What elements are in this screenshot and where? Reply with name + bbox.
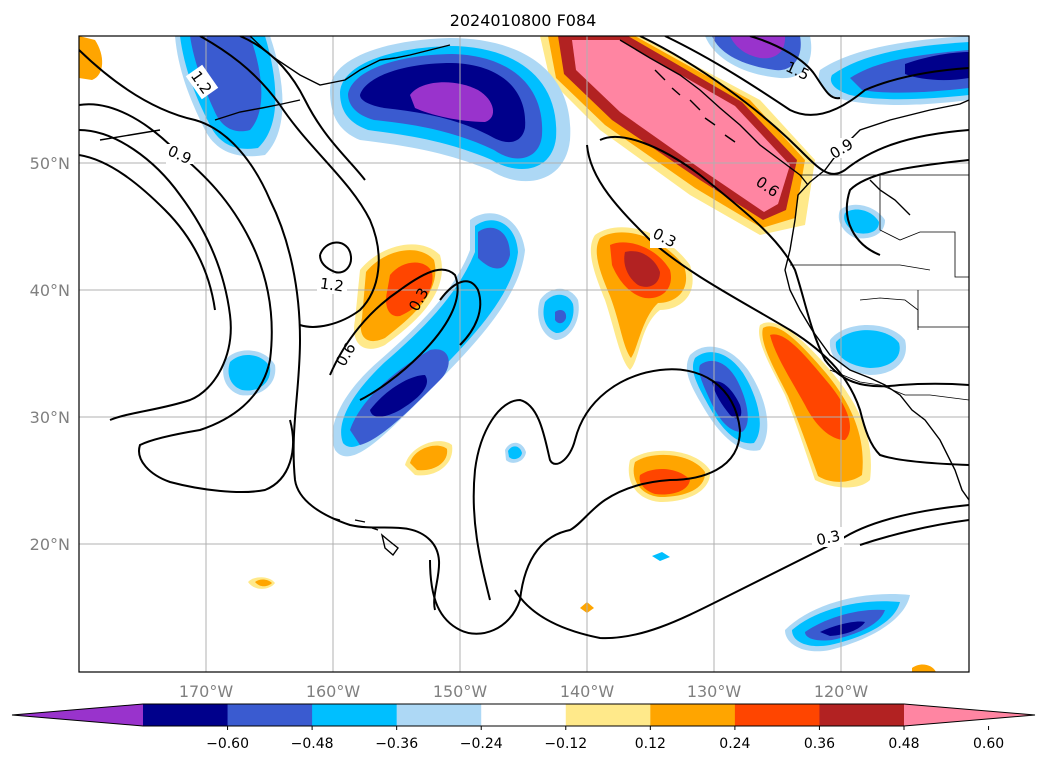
positive-anomaly-east-central: [590, 227, 693, 370]
positive-anomaly-subtropics: [405, 441, 453, 476]
negative-anomaly-north-pacific: [330, 38, 571, 182]
contour-label: 1.2: [319, 274, 345, 295]
colorbar-extend-high: [904, 704, 1035, 726]
colorbar-tick-label: −0.24: [460, 736, 503, 752]
colorbar-tick-label: 0.36: [804, 736, 835, 752]
negative-anomaly-top-right: [705, 36, 969, 105]
positive-anomaly-coastal: [759, 322, 871, 488]
lon-tick-label: 170°W: [179, 682, 234, 701]
negative-anomaly-small: [538, 288, 579, 340]
negative-anomaly-nw: [175, 36, 283, 157]
colorbar-segment: [227, 704, 313, 726]
lat-tick-label: 50°N: [30, 154, 70, 173]
lon-tick-label: 150°W: [433, 682, 488, 701]
colorbar-tick-label: 0.48: [888, 736, 919, 752]
longitude-tick-labels: 170°W 160°W 150°W 140°W 130°W 120°W: [179, 682, 869, 701]
map-frame: [78, 35, 970, 673]
colorbar-segment: [565, 704, 651, 726]
colorbar: −0.60 −0.48 −0.36 −0.24 −0.12 0.12 0.24 0.36 0.4…: [11, 703, 1036, 752]
colorbar-tick-label: 0.12: [635, 736, 666, 752]
colorbar-segment: [312, 704, 398, 726]
colorbar-segment: [481, 704, 567, 726]
lon-tick-label: 120°W: [814, 682, 869, 701]
tiny-negative-c: [652, 552, 670, 561]
colorbar-tick-label: 0.24: [719, 736, 750, 752]
colorbar-tick-label: −0.48: [291, 736, 334, 752]
anomaly-fields: [79, 36, 969, 672]
lat-tick-label: 40°N: [30, 281, 70, 300]
lat-tick-label: 20°N: [30, 535, 70, 554]
colorbar-outline: [11, 703, 1036, 727]
lon-tick-label: 160°W: [306, 682, 361, 701]
positive-anomaly-central: [354, 244, 442, 349]
positive-anomaly-ne-band: [540, 36, 815, 235]
colorbar-tick-label: −0.60: [206, 736, 249, 752]
figure-title: 2024010800 F084: [450, 11, 597, 30]
colorbar-tick-label: 0.60: [973, 736, 1004, 752]
negative-anomaly-west-small: [223, 350, 276, 396]
negative-anomaly-diagonal: [332, 213, 525, 457]
lon-tick-label: 130°W: [687, 682, 742, 701]
colorbar-segment: [734, 704, 820, 726]
tiny-positive-b: [255, 579, 272, 587]
contour-lines: [79, 36, 969, 640]
latitude-tick-labels: 50°N 40°N 30°N 20°N: [30, 154, 70, 554]
colorbar-segment: [143, 704, 229, 726]
tiny-negative-b: [508, 446, 522, 460]
borders: [790, 174, 969, 401]
negative-anomaly-southeast: [686, 346, 768, 451]
colorbar-tick-label: −0.36: [375, 736, 418, 752]
tiny-positive-d: [912, 664, 936, 672]
colorbar-extend-low: [12, 704, 143, 726]
lon-tick-label: 140°W: [560, 682, 615, 701]
map-area: 1.2 0.9 1.2 0.6 0.3 0.3 0.6 0.9 1.5 0.3: [79, 36, 969, 672]
lat-tick-label: 30°N: [30, 408, 70, 427]
contour-label: 0.3: [815, 527, 842, 550]
positive-anomaly-south: [628, 450, 711, 502]
colorbar-tick-label: −0.12: [544, 736, 587, 752]
coastlines: [99, 36, 969, 557]
positive-anomaly-corner: [79, 36, 103, 80]
colorbar-segment: [396, 704, 482, 726]
colorbar-segment: [650, 704, 736, 726]
negative-anomaly-coast-small: [829, 204, 906, 375]
negative-anomaly-bottom-right: [785, 594, 910, 652]
colorbar-segment: [819, 704, 905, 726]
